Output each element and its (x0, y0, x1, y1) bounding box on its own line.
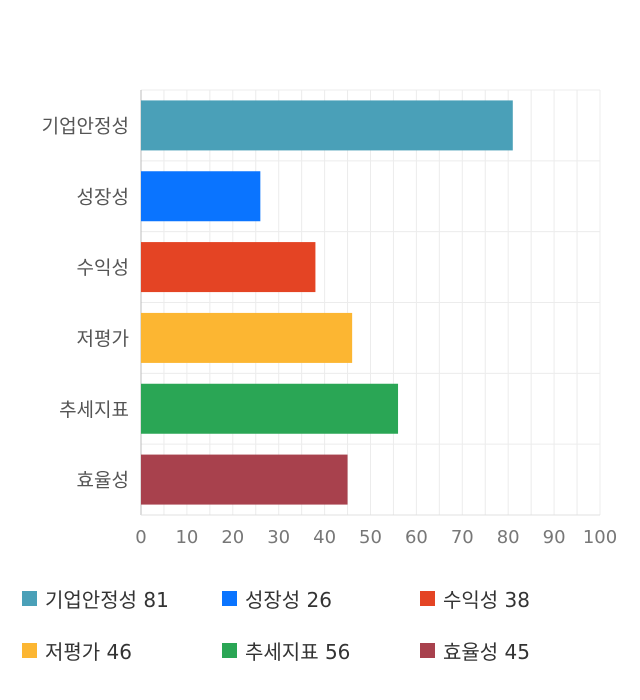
legend-label: 추세지표 56 (245, 639, 351, 664)
category-label: 저평가 (77, 328, 129, 350)
legend-swatch (420, 590, 435, 606)
legend-label: 성장성 26 (245, 587, 333, 612)
bar (141, 171, 261, 222)
category-label: 효율성 (77, 470, 129, 492)
x-tick-label: 70 (451, 527, 474, 548)
x-tick-label: 40 (313, 527, 336, 548)
category-label: 성장성 (77, 186, 129, 208)
x-tick-label: 30 (267, 527, 290, 548)
legend: 기업안정성 81 성장성 26 수익성 38 저평가 46 추세지표 56 효율… (0, 575, 640, 685)
bar (141, 383, 399, 434)
legend-label: 저평가 46 (45, 639, 133, 664)
legend-swatch (22, 642, 37, 658)
bar (141, 242, 316, 293)
legend-item-growth: 성장성 26 (222, 583, 332, 613)
legend-label: 효율성 45 (443, 639, 531, 664)
x-tick-label: 80 (497, 527, 520, 548)
category-label: 수익성 (77, 257, 129, 279)
x-tick-label: 60 (405, 527, 428, 548)
x-tick-label: 90 (543, 527, 566, 548)
x-tick-label: 20 (221, 527, 244, 548)
legend-item-undervalued: 저평가 46 (22, 635, 132, 665)
bar (141, 312, 353, 363)
legend-item-trend: 추세지표 56 (222, 635, 350, 665)
bar (141, 454, 348, 505)
legend-swatch (22, 590, 37, 606)
x-tick-label: 100 (583, 527, 617, 548)
category-label: 추세지표 (59, 399, 129, 421)
legend-swatch (222, 642, 237, 658)
legend-label: 수익성 38 (443, 587, 531, 612)
legend-swatch (420, 642, 435, 658)
category-label: 기업안정성 (42, 115, 129, 137)
legend-label: 기업안정성 81 (45, 587, 169, 612)
legend-item-stability: 기업안정성 81 (22, 583, 169, 613)
bar (141, 100, 513, 151)
x-tick-label: 10 (175, 527, 198, 548)
x-tick-label: 0 (135, 527, 146, 548)
legend-item-profitability: 수익성 38 (420, 583, 530, 613)
legend-swatch (222, 590, 237, 606)
legend-item-efficiency: 효율성 45 (420, 635, 530, 665)
x-tick-label: 50 (359, 527, 382, 548)
